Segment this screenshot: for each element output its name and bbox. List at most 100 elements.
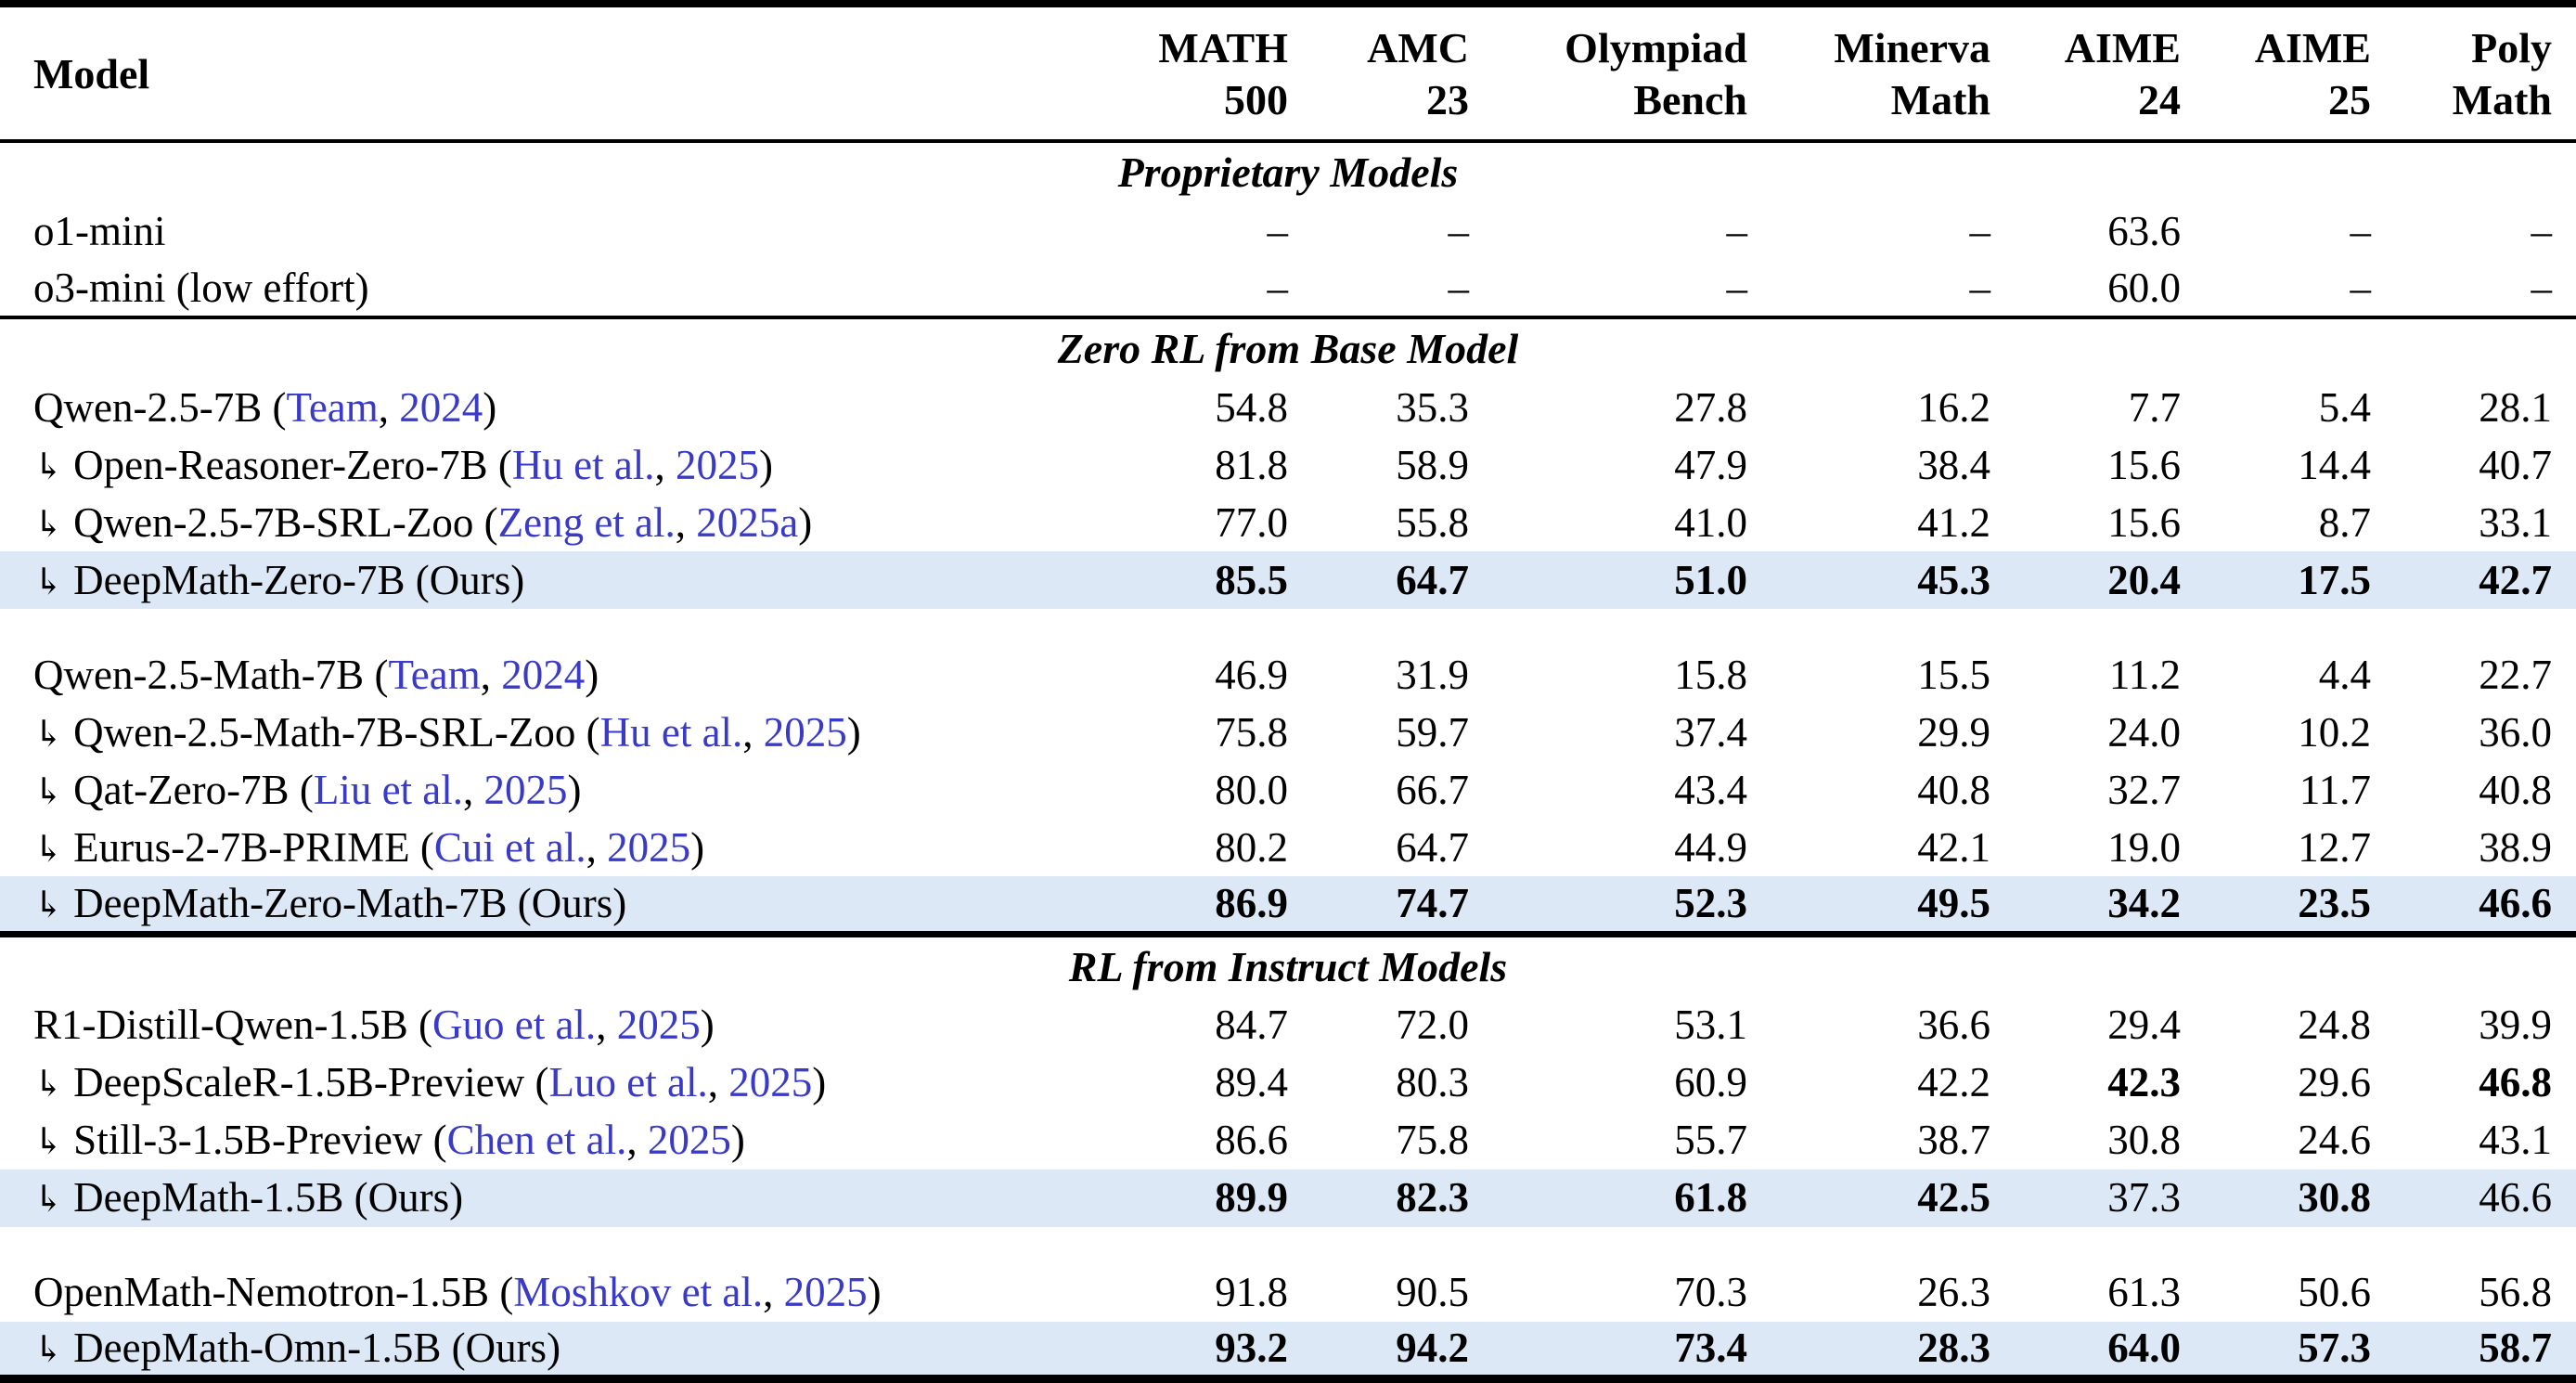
citation-link-authors[interactable]: Team <box>286 383 379 431</box>
citation-link-year[interactable]: 2025a <box>696 498 799 546</box>
score-cell: 24.0 <box>2107 708 2181 756</box>
score-cell: 55.8 <box>1396 498 1469 546</box>
column-header-aime25: AIME 25 <box>2205 4 2395 144</box>
citation-link-authors[interactable]: Team <box>388 651 481 698</box>
score-cell: 86.6 <box>1215 1117 1288 1164</box>
score-cell: 33.1 <box>2479 498 2552 546</box>
column-header-line: Bench <box>1633 76 1747 124</box>
model-name: DeepMath-1.5B <box>73 1174 344 1221</box>
score-cell: 75.8 <box>1215 708 1288 756</box>
score-cell: – <box>1969 264 1991 311</box>
column-header-line: MATH <box>1158 24 1288 71</box>
score-cell: 42.3 <box>2107 1059 2181 1106</box>
score-cell: 36.6 <box>1917 1002 1990 1049</box>
table-row-openmath-nemotron-1-5b: OpenMath-Nemotron-1.5B (Moshkov et al., … <box>0 1264 2576 1322</box>
model-name-cell: ↳ DeepMath-1.5B (Ours) <box>0 1170 1145 1227</box>
section-title: RL from Instruct Models <box>0 930 2576 997</box>
score-cell: 57.3 <box>2298 1324 2371 1371</box>
citation-link-year[interactable]: 2025 <box>676 441 760 488</box>
column-header-minerva-math: Minerva Math <box>1771 4 2015 144</box>
model-name-cell: ↳ DeepMath-Zero-7B (Ours) <box>0 551 1145 609</box>
citation-link-year[interactable]: 2025 <box>616 1002 701 1049</box>
table-row-deepmath-omn-1-5b: ↳ DeepMath-Omn-1.5B (Ours) 93.2 94.2 73.4 28.… <box>0 1321 2576 1379</box>
score-cell: 80.3 <box>1396 1059 1469 1106</box>
score-cell: 4.4 <box>2318 651 2371 698</box>
citation-link-year[interactable]: 2025 <box>607 823 691 871</box>
score-cell: 72.0 <box>1396 1002 1469 1049</box>
score-cell: 90.5 <box>1396 1269 1469 1316</box>
score-cell: 29.6 <box>2298 1059 2371 1106</box>
citation-link-year[interactable]: 2024 <box>501 651 586 698</box>
citation-link-year[interactable]: 2024 <box>399 383 483 431</box>
table-row-o3-mini-low-effort: o3-mini (low effort) – – – – 60.0 – – <box>0 260 2576 317</box>
citation-link-authors[interactable]: Hu et al. <box>599 708 743 756</box>
citation-link-authors[interactable]: Guo et al. <box>431 1002 597 1049</box>
score-cell: 41.0 <box>1674 498 1747 546</box>
citation-link-year[interactable]: 2025 <box>763 708 847 756</box>
score-cell: – <box>1726 264 1748 311</box>
score-cell: 10.2 <box>2298 708 2371 756</box>
column-header-aime24: AIME 24 <box>2015 4 2205 144</box>
score-cell: 34.2 <box>2107 879 2181 926</box>
column-header-line: AMC <box>1367 24 1469 71</box>
branch-arrow-icon: ↳ <box>33 561 65 602</box>
score-cell: 24.8 <box>2298 1002 2371 1049</box>
score-cell: 14.4 <box>2298 441 2371 488</box>
score-cell: – <box>2531 264 2553 311</box>
table-row-qwen-2-5-7b-srl-zoo: ↳ Qwen-2.5-7B-SRL-Zoo (Zeng et al., 2025a… <box>0 494 2576 551</box>
section-title: Proprietary Models <box>1117 149 1459 197</box>
score-cell: 22.7 <box>2479 651 2552 698</box>
branch-arrow-icon: ↳ <box>33 1064 65 1105</box>
citation-link-year[interactable]: 2025 <box>728 1059 813 1106</box>
branch-arrow-icon: ↳ <box>33 828 65 870</box>
score-cell: 41.2 <box>1917 498 1990 546</box>
score-cell: 46.9 <box>1215 651 1288 698</box>
section-header-proprietary-models: Proprietary Models <box>0 141 2576 202</box>
score-cell: 58.9 <box>1396 441 1469 488</box>
citation-link-year[interactable]: 2025 <box>483 766 568 813</box>
citation-link-authors[interactable]: Chen et al. <box>446 1117 627 1164</box>
model-name-cell: ↳ DeepScaleR-1.5B-Preview (Luo et al., 20… <box>33 1059 827 1106</box>
table-row-deepscaler-1-5b-preview: ↳ DeepScaleR-1.5B-Preview (Luo et al., 20… <box>0 1054 2576 1112</box>
score-cell: 37.4 <box>1674 708 1747 756</box>
column-header-olympiad-bench: Olympiad Bench <box>1493 4 1771 144</box>
model-name-cell: ↳ DeepMath-Omn-1.5B (Ours) <box>0 1322 1145 1379</box>
citation-link-authors[interactable]: Zeng et al. <box>497 498 676 546</box>
model-name-cell: Qwen-2.5-Math-7B (Team, 2024) <box>33 651 599 698</box>
score-cell: 30.8 <box>2107 1117 2181 1164</box>
score-cell: 70.3 <box>1674 1269 1747 1316</box>
score-cell: 89.9 <box>1215 1174 1288 1221</box>
model-name-cell: ↳ Qwen-2.5-Math-7B-SRL-Zoo (Hu et al., 20… <box>33 708 861 756</box>
citation-link-authors[interactable]: Liu et al. <box>313 766 464 813</box>
model-name: Open-Reasoner-Zero-7B <box>73 441 488 488</box>
score-cell: 38.9 <box>2479 823 2552 871</box>
citation-link-authors[interactable]: Luo et al. <box>548 1059 708 1106</box>
score-cell: 28.3 <box>1917 1324 1990 1371</box>
score-cell: 64.7 <box>1396 823 1469 871</box>
score-cell: 46.6 <box>2479 1174 2552 1221</box>
score-cell: – <box>1267 264 1289 311</box>
citation-link-year[interactable]: 2025 <box>783 1269 868 1316</box>
column-header-amc23: AMC 23 <box>1312 4 1493 144</box>
citation-link-authors[interactable]: Hu et al. <box>511 441 655 488</box>
model-name-cell: ↳ Open-Reasoner-Zero-7B (Hu et al., 2025) <box>33 441 774 488</box>
citation-link-year[interactable]: 2025 <box>647 1117 731 1164</box>
score-cell: 35.3 <box>1396 383 1469 431</box>
branch-arrow-icon: ↳ <box>33 1328 65 1370</box>
score-cell: 52.3 <box>1674 879 1747 926</box>
citation-link-authors[interactable]: Cui et al. <box>433 823 586 871</box>
score-cell: 45.3 <box>1917 556 1990 603</box>
ours-label: (Ours) <box>507 879 627 926</box>
score-cell: 53.1 <box>1674 1002 1747 1049</box>
score-cell: 28.1 <box>2479 383 2552 431</box>
score-cell: 80.2 <box>1215 823 1288 871</box>
score-cell: 93.2 <box>1215 1324 1288 1371</box>
score-cell: 77.0 <box>1215 498 1288 546</box>
score-cell: 91.8 <box>1215 1269 1288 1316</box>
score-cell: 11.2 <box>2108 651 2181 698</box>
citation-link-authors[interactable]: Moshkov et al. <box>513 1269 764 1316</box>
score-cell: 60.9 <box>1674 1059 1747 1106</box>
score-cell: 15.6 <box>2107 498 2181 546</box>
score-cell: 23.5 <box>2298 879 2371 926</box>
